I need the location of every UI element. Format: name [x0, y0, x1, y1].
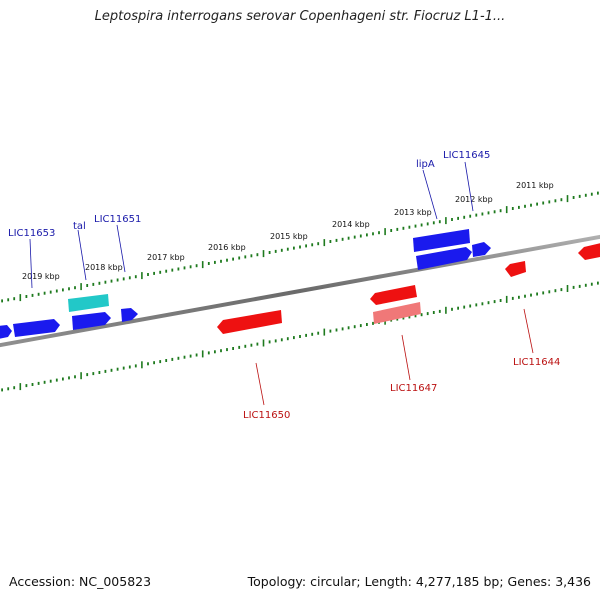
- leader-line: [464, 161, 474, 212]
- tick-label-2017: 2017 kbp: [147, 253, 185, 262]
- accession-text: Accession: NC_005823: [9, 574, 152, 589]
- leader-line: [77, 229, 87, 281]
- gene-label-lic11653[interactable]: LIC11653: [8, 228, 55, 239]
- tick-label-2013: 2013 kbp: [394, 208, 432, 217]
- upper-tick-track: [1, 191, 599, 303]
- tick-label-2019: 2019 kbp: [22, 272, 60, 281]
- gene-feature[interactable]: [0, 325, 12, 339]
- genome-backbone: [0, 234, 600, 348]
- forward-genes: [0, 229, 491, 339]
- gene-feature[interactable]: [505, 261, 526, 277]
- lower-tick-track: [1, 281, 599, 392]
- gene-label-tal[interactable]: tal: [73, 221, 86, 232]
- tick-label-2011: 2011 kbp: [516, 181, 554, 190]
- gene-feature[interactable]: [217, 310, 282, 334]
- gene-feature[interactable]: [578, 242, 600, 260]
- gene-label-lic11650[interactable]: LIC11650: [243, 410, 290, 421]
- tick-label-2012: 2012 kbp: [455, 195, 493, 204]
- pseudo-gene-feature[interactable]: [373, 302, 421, 324]
- gene-feature[interactable]: [472, 242, 491, 257]
- gene-feature[interactable]: [13, 319, 60, 337]
- gene-label-lic11644[interactable]: LIC11644: [513, 357, 560, 368]
- gene-feature[interactable]: [121, 308, 138, 322]
- gene-feature[interactable]: [72, 312, 111, 330]
- reverse-genes: [217, 242, 600, 334]
- genome-summary-text: Topology: circular; Length: 4,277,185 bp…: [247, 574, 591, 589]
- rna-gene-feature[interactable]: [68, 294, 109, 312]
- leader-line: [255, 362, 265, 406]
- tick-label-2014: 2014 kbp: [332, 220, 370, 229]
- tick-label-2016: 2016 kbp: [208, 243, 246, 252]
- leader-line: [523, 308, 534, 354]
- leader-line: [29, 238, 33, 289]
- leader-line: [116, 224, 126, 273]
- gene-label-lic11651[interactable]: LIC11651: [94, 214, 141, 225]
- tick-label-2015: 2015 kbp: [270, 232, 308, 241]
- gene-feature[interactable]: [370, 285, 417, 305]
- tick-label-2018: 2018 kbp: [85, 263, 123, 272]
- map-title: Leptospira interrogans serovar Copenhage…: [94, 9, 506, 24]
- gene-label-lic11645[interactable]: LIC11645: [443, 150, 490, 161]
- gene-label-lic11647[interactable]: LIC11647: [390, 383, 437, 394]
- gene-feature[interactable]: [413, 229, 470, 252]
- gene-label-lipa[interactable]: lipA: [416, 159, 435, 170]
- leader-line: [422, 169, 438, 220]
- leader-line: [401, 334, 411, 381]
- gene-feature[interactable]: [416, 247, 472, 270]
